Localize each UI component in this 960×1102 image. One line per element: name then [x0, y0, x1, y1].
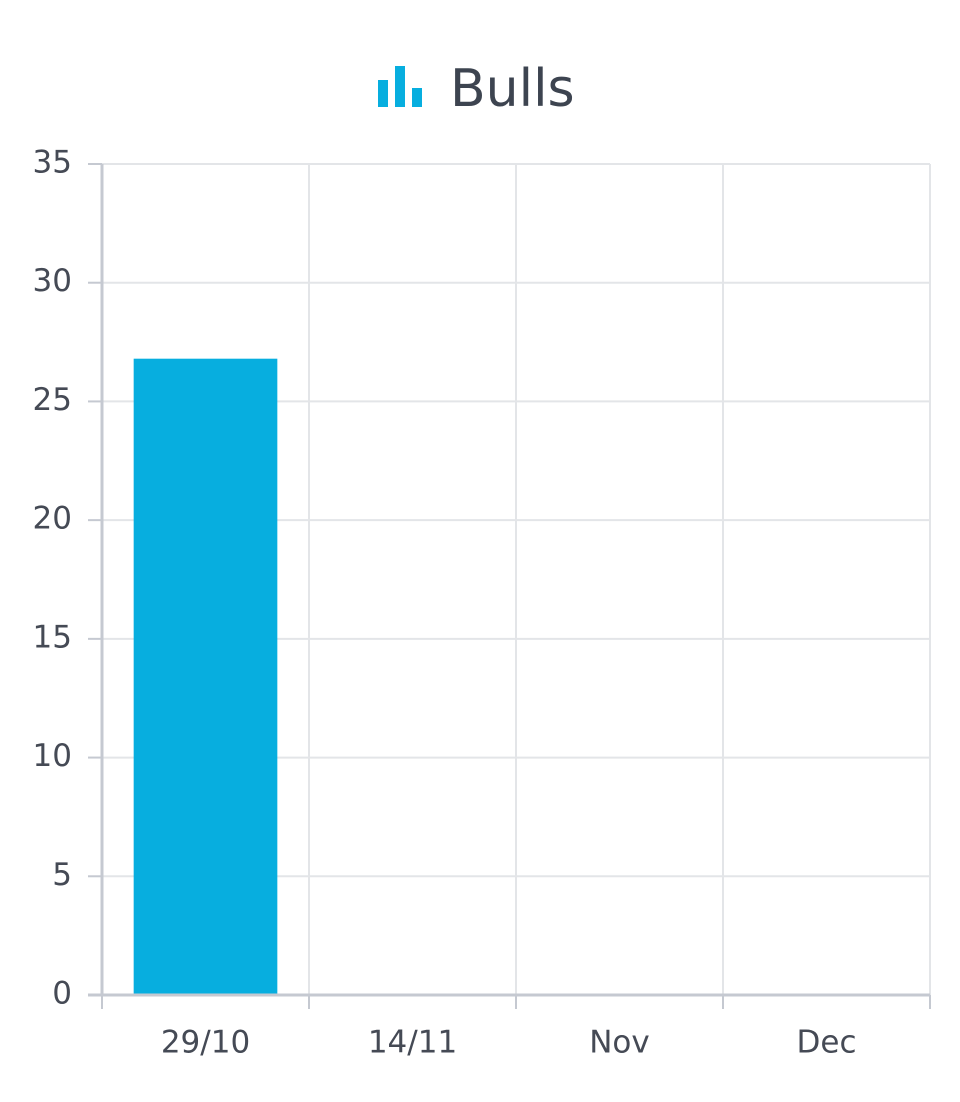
legend-label: Bulls: [450, 59, 575, 119]
x-tick-label: 29/10: [161, 1025, 250, 1061]
y-tick-label: 5: [52, 857, 72, 893]
legend-icon: [378, 80, 388, 107]
y-tick-label: 15: [33, 619, 72, 655]
x-tick-label: Dec: [797, 1025, 857, 1061]
legend-icon: [395, 66, 405, 107]
y-tick-label: 0: [52, 976, 72, 1012]
y-tick-label: 30: [33, 263, 72, 299]
x-tick-label: 14/11: [368, 1025, 457, 1061]
bar: [133, 358, 278, 996]
y-tick-label: 35: [33, 145, 72, 181]
x-tick-label: Nov: [589, 1025, 650, 1061]
y-tick-label: 25: [33, 382, 72, 418]
y-tick-label: 20: [33, 501, 72, 537]
y-tick-label: 10: [33, 738, 72, 774]
legend-icon: [412, 88, 422, 107]
